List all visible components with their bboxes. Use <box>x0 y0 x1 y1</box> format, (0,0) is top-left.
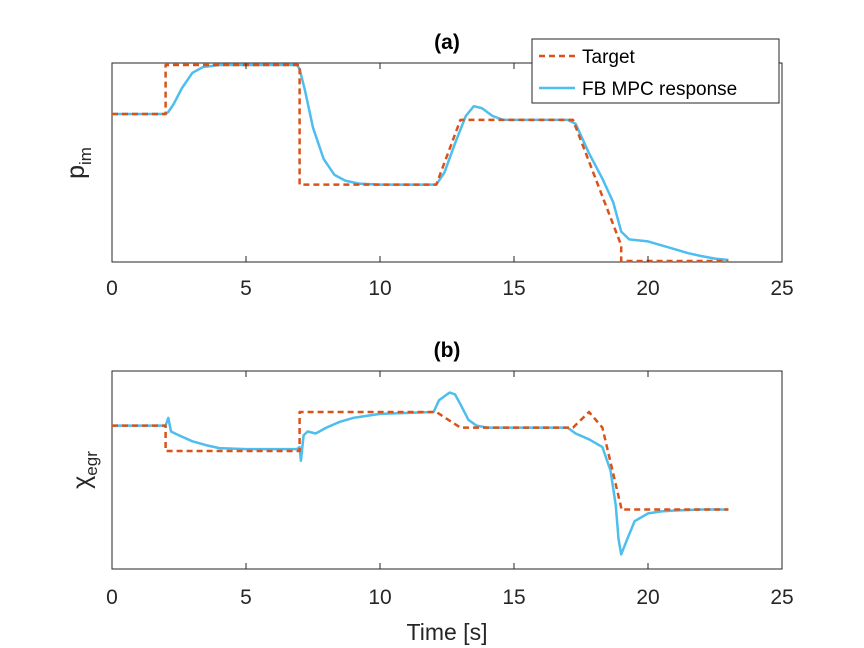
subplot-b: 0 5 10 15 20 25 (b) Time [s] χegr <box>68 339 794 645</box>
plot-area-b <box>112 391 729 556</box>
x-tick-label: 25 <box>770 277 793 300</box>
x-tick-label: 20 <box>636 586 659 609</box>
x-axis-label-b: Time [s] <box>407 619 488 645</box>
series-line-target <box>112 410 729 511</box>
plot-area-a <box>112 63 729 263</box>
y-axis-label-main-a: p <box>62 165 90 179</box>
x-tick-label: 15 <box>502 277 525 300</box>
x-tick-label: 15 <box>502 586 525 609</box>
y-axis-label-a: pim <box>62 147 95 179</box>
x-tick-label: 5 <box>240 277 252 300</box>
series-line-target <box>112 63 729 263</box>
series-line-response <box>112 63 729 262</box>
legend: Target FB MPC response <box>531 38 780 104</box>
chart-title-a: (a) <box>434 31 460 54</box>
chart-title-b: (b) <box>434 339 461 362</box>
legend-label-response: FB MPC response <box>582 79 737 100</box>
legend-label-target: Target <box>582 47 636 68</box>
x-tick-label: 20 <box>636 277 659 300</box>
x-tick-label: 10 <box>368 277 391 300</box>
y-axis-label-sub-b: egr <box>82 451 101 476</box>
series-line-response <box>112 391 729 556</box>
x-tick-label: 5 <box>240 586 252 609</box>
legend-box <box>531 38 780 104</box>
axes-box-b <box>111 370 783 570</box>
x-tick-label: 10 <box>368 586 391 609</box>
x-tick-label: 0 <box>106 586 118 609</box>
y-axis-label-main-b: χ <box>68 476 96 489</box>
x-ticks-b: 0 5 10 15 20 25 <box>106 371 794 609</box>
subplot-a: 0 5 10 15 20 25 (a) pim Target FB MPC respons… <box>62 31 794 300</box>
x-ticks-a: 0 5 10 15 20 25 <box>106 63 794 300</box>
x-tick-label: 25 <box>770 586 793 609</box>
x-tick-label: 0 <box>106 277 118 300</box>
y-axis-label-sub-a: im <box>76 147 95 165</box>
y-axis-label-b: χegr <box>68 451 101 489</box>
